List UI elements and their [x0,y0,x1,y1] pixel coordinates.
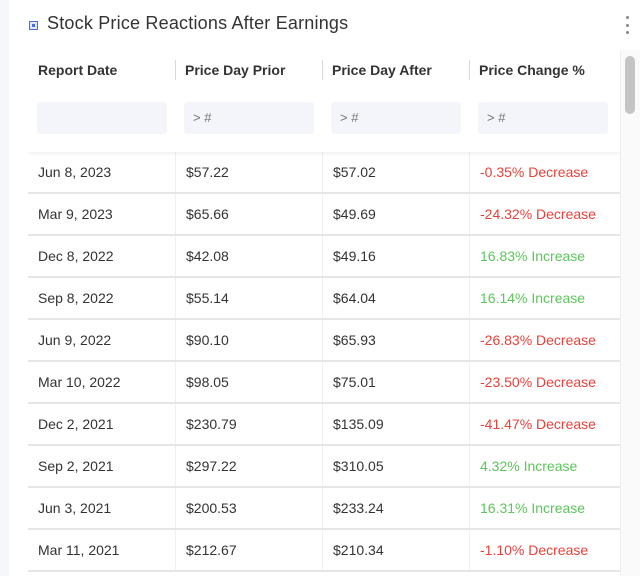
column-divider[interactable] [322,60,323,80]
column-header-price-day-prior[interactable]: Price Day Prior [175,50,322,152]
table-header: Report Date Price Day Prior Price Day Af… [28,50,620,152]
price-after-cell: $210.34 [322,530,469,570]
price-after-cell: $75.01 [322,362,469,402]
price-prior-cell: $65.66 [175,194,322,234]
price-after-cell: $233.24 [322,488,469,528]
price-change-cell: 4.32% Increase [469,446,620,486]
price-change-cell: -41.47% Decrease [469,404,620,444]
scrollbar-thumb[interactable] [625,56,635,114]
card-header: Stock Price Reactions After Earnings [9,0,640,50]
report-date-cell: Dec 2, 2021 [38,416,114,432]
report-date-cell: Jun 9, 2022 [38,332,112,348]
report-date-cell: Mar 10, 2022 [38,374,121,390]
price-prior-cell: $200.53 [175,488,322,528]
price-change-cell: 16.83% Increase [469,236,620,276]
column-header-report-date[interactable]: Report Date [28,50,175,152]
price-after-cell: $49.16 [322,236,469,276]
price-prior-cell: $55.14 [175,278,322,318]
price-change-filter-input[interactable] [478,102,608,134]
price-after-cell: $57.02 [322,152,469,192]
report-date-cell: Mar 9, 2023 [38,206,113,222]
widget-icon [29,21,38,30]
column-header-price-change[interactable]: Price Change % [469,50,620,152]
column-divider[interactable] [469,60,470,80]
table-row: Mar 11, 2021 $212.67 $210.34 -1.10% Decr… [28,530,620,572]
price-change-cell: 16.31% Increase [469,488,620,528]
price-after-cell: $49.69 [322,194,469,234]
price-change-cell: -1.10% Decrease [469,530,620,570]
price-prior-cell: $212.67 [175,530,322,570]
price-prior-cell: $57.22 [175,152,322,192]
price-prior-cell: $230.79 [175,404,322,444]
earnings-reactions-card: Stock Price Reactions After Earnings Rep… [9,0,640,576]
table-row: Dec 2, 2021 $230.79 $135.09 -41.47% Decr… [28,404,620,446]
report-date-filter-input[interactable] [37,102,167,134]
column-label: Price Day Prior [185,62,286,78]
column-label: Price Change % [479,62,585,78]
kebab-menu-icon[interactable] [624,16,630,34]
column-label: Report Date [38,62,118,78]
vertical-scrollbar[interactable] [620,50,640,576]
column-divider[interactable] [175,60,176,80]
table-row: Dec 8, 2022 $42.08 $49.16 16.83% Increas… [28,236,620,278]
table-row: Sep 8, 2022 $55.14 $64.04 16.14% Increas… [28,278,620,320]
price-prior-cell: $90.10 [175,320,322,360]
table-body: Jun 8, 2023 $57.22 $57.02 -0.35% Decreas… [28,152,620,572]
report-date-cell: Jun 3, 2021 [38,500,112,516]
price-change-cell: 16.14% Increase [469,278,620,318]
price-prior-cell: $98.05 [175,362,322,402]
earnings-table: Report Date Price Day Prior Price Day Af… [28,50,620,576]
report-date-cell: Dec 8, 2022 [38,248,114,264]
report-date-cell: Sep 8, 2022 [38,290,114,306]
price-change-cell: -24.32% Decrease [469,194,620,234]
table-row: Sep 2, 2021 $297.22 $310.05 4.32% Increa… [28,446,620,488]
price-change-cell: -0.35% Decrease [469,152,620,192]
price-after-cell: $64.04 [322,278,469,318]
table-row: Mar 10, 2022 $98.05 $75.01 -23.50% Decre… [28,362,620,404]
report-date-cell: Mar 11, 2021 [38,542,120,558]
price-change-cell: -23.50% Decrease [469,362,620,402]
card-title: Stock Price Reactions After Earnings [47,13,349,33]
price-day-prior-filter-input[interactable] [184,102,314,134]
price-after-cell: $310.05 [322,446,469,486]
price-prior-cell: $42.08 [175,236,322,276]
table-row: Jun 9, 2022 $90.10 $65.93 -26.83% Decrea… [28,320,620,362]
table-row: Jun 3, 2021 $200.53 $233.24 16.31% Incre… [28,488,620,530]
price-prior-cell: $297.22 [175,446,322,486]
price-after-cell: $65.93 [322,320,469,360]
price-day-after-filter-input[interactable] [331,102,461,134]
column-header-price-day-after[interactable]: Price Day After [322,50,469,152]
price-change-cell: -26.83% Decrease [469,320,620,360]
column-label: Price Day After [332,62,432,78]
price-after-cell: $135.09 [322,404,469,444]
report-date-cell: Jun 8, 2023 [38,164,112,180]
table-row: Jun 8, 2023 $57.22 $57.02 -0.35% Decreas… [28,152,620,194]
report-date-cell: Sep 2, 2021 [38,458,114,474]
table-row: Mar 9, 2023 $65.66 $49.69 -24.32% Decrea… [28,194,620,236]
